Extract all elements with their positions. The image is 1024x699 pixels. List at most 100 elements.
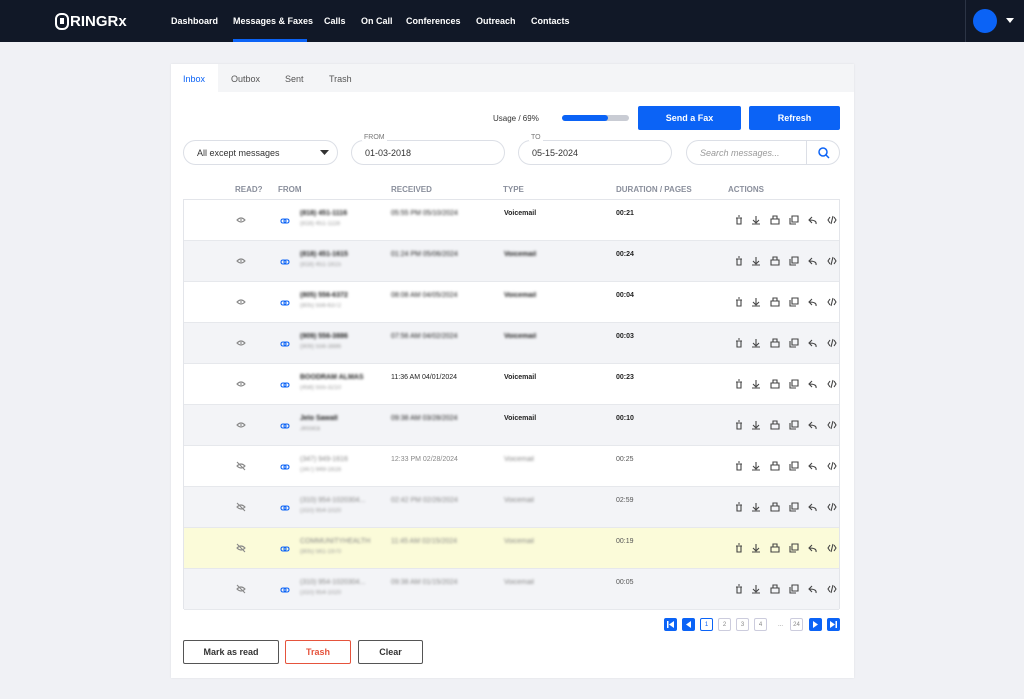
nav-link[interactable]: Messages & Faxes <box>233 16 314 26</box>
embed-icon[interactable] <box>827 338 837 348</box>
download-icon[interactable] <box>751 543 761 553</box>
search-icon[interactable] <box>818 147 830 159</box>
nav-link[interactable]: Calls <box>324 16 346 26</box>
contact-link-icon[interactable] <box>280 339 290 349</box>
message-row[interactable]: (347) 949-1616 (347) 949-1616 12:33 PM 02/… <box>184 446 839 487</box>
trash-button[interactable]: Trash <box>285 640 351 664</box>
last-page[interactable] <box>827 618 840 631</box>
download-icon[interactable] <box>751 297 761 307</box>
contact-link-icon[interactable] <box>280 257 290 267</box>
download-icon[interactable] <box>751 420 761 430</box>
copy-icon[interactable] <box>789 420 799 430</box>
tab[interactable]: Inbox <box>183 74 206 84</box>
tab[interactable]: Outbox <box>231 74 261 84</box>
fax-icon[interactable] <box>770 338 780 348</box>
contact-link-icon[interactable] <box>280 216 290 226</box>
reply-icon[interactable] <box>808 584 818 594</box>
contact-link-icon[interactable] <box>280 503 290 513</box>
embed-icon[interactable] <box>827 543 837 553</box>
contact-link-icon[interactable] <box>280 298 290 308</box>
page-button[interactable]: 4 <box>754 618 767 631</box>
embed-icon[interactable] <box>827 420 837 430</box>
copy-icon[interactable] <box>789 215 799 225</box>
reply-icon[interactable] <box>808 420 818 430</box>
embed-icon[interactable] <box>827 297 837 307</box>
reply-icon[interactable] <box>808 215 818 225</box>
fax-icon[interactable] <box>770 297 780 307</box>
copy-icon[interactable] <box>789 338 799 348</box>
reply-icon[interactable] <box>808 461 818 471</box>
fax-icon[interactable] <box>770 215 780 225</box>
contact-link-icon[interactable] <box>280 380 290 390</box>
fax-icon[interactable] <box>770 502 780 512</box>
download-icon[interactable] <box>751 502 761 512</box>
reply-icon[interactable] <box>808 256 818 266</box>
reply-icon[interactable] <box>808 338 818 348</box>
embed-icon[interactable] <box>827 502 837 512</box>
nav-link[interactable]: Contacts <box>531 16 570 26</box>
delete-icon[interactable] <box>734 502 744 512</box>
page-button[interactable]: 24 <box>790 618 803 631</box>
search-input[interactable]: Search messages... <box>686 140 840 165</box>
contact-link-icon[interactable] <box>280 421 290 431</box>
copy-icon[interactable] <box>789 543 799 553</box>
tab[interactable]: Sent <box>285 74 304 84</box>
send-fax-button[interactable]: Send a Fax <box>638 106 741 130</box>
unread-icon[interactable] <box>236 215 246 225</box>
delete-icon[interactable] <box>734 584 744 594</box>
delete-icon[interactable] <box>734 543 744 553</box>
prev-page[interactable] <box>682 618 695 631</box>
delete-icon[interactable] <box>734 215 744 225</box>
fax-icon[interactable] <box>770 584 780 594</box>
nav-link[interactable]: On Call <box>361 16 393 26</box>
fax-icon[interactable] <box>770 461 780 471</box>
nav-link[interactable]: Dashboard <box>171 16 219 26</box>
message-row[interactable]: (310) 954-1020304... (310) 954-1020 02:42 … <box>184 487 839 528</box>
reply-icon[interactable] <box>808 502 818 512</box>
reply-icon[interactable] <box>808 543 818 553</box>
download-icon[interactable] <box>751 379 761 389</box>
message-row[interactable]: (909) 556-3886 (909) 556-3886 07:56 AM 04/… <box>184 323 839 364</box>
message-row[interactable]: (805) 556-6372 (805) 556-6372 08:08 AM 04/… <box>184 282 839 323</box>
copy-icon[interactable] <box>789 256 799 266</box>
contact-link-icon[interactable] <box>280 462 290 472</box>
fax-icon[interactable] <box>770 256 780 266</box>
fax-icon[interactable] <box>770 379 780 389</box>
delete-icon[interactable] <box>734 379 744 389</box>
message-row[interactable]: (818) 451-1116 (818) 451-1116 05:55 PM 05/… <box>184 200 839 241</box>
page-button[interactable]: 1 <box>700 618 713 631</box>
next-page[interactable] <box>809 618 822 631</box>
type-select[interactable]: All except messages <box>183 140 338 165</box>
nav-link[interactable]: Conferences <box>406 16 461 26</box>
copy-icon[interactable] <box>789 297 799 307</box>
reply-icon[interactable] <box>808 379 818 389</box>
first-page[interactable] <box>664 618 677 631</box>
embed-icon[interactable] <box>827 256 837 266</box>
embed-icon[interactable] <box>827 379 837 389</box>
fax-icon[interactable] <box>770 543 780 553</box>
read-icon[interactable] <box>236 584 246 594</box>
unread-icon[interactable] <box>236 420 246 430</box>
mark-read-button[interactable]: Mark as read <box>183 640 279 664</box>
unread-icon[interactable] <box>236 256 246 266</box>
refresh-button[interactable]: Refresh <box>749 106 840 130</box>
download-icon[interactable] <box>751 584 761 594</box>
embed-icon[interactable] <box>827 461 837 471</box>
read-icon[interactable] <box>236 461 246 471</box>
embed-icon[interactable] <box>827 215 837 225</box>
dropdown-arrow[interactable] <box>1006 18 1014 24</box>
unread-icon[interactable] <box>236 379 246 389</box>
download-icon[interactable] <box>751 461 761 471</box>
delete-icon[interactable] <box>734 256 744 266</box>
tab[interactable]: Trash <box>329 74 352 84</box>
page-button[interactable]: 2 <box>718 618 731 631</box>
copy-icon[interactable] <box>789 461 799 471</box>
message-row[interactable]: Jelo Sawall Jessica 09:38 AM 03/28/2024 Voi… <box>184 405 839 446</box>
delete-icon[interactable] <box>734 297 744 307</box>
embed-icon[interactable] <box>827 584 837 594</box>
read-icon[interactable] <box>236 502 246 512</box>
fax-icon[interactable] <box>770 420 780 430</box>
download-icon[interactable] <box>751 338 761 348</box>
delete-icon[interactable] <box>734 338 744 348</box>
copy-icon[interactable] <box>789 379 799 389</box>
